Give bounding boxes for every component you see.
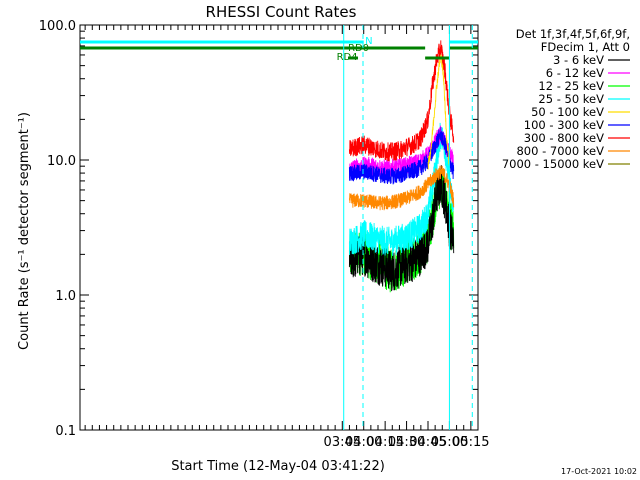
plot-area: 0.1 1.0 10.0 100.0 03:4504:0004:1504:3004:45… [39, 19, 490, 450]
y-tick-label: 0.1 [55, 424, 76, 439]
series-line [348, 165, 455, 292]
x-tick-label: 04:45 [409, 435, 446, 450]
series-line [427, 54, 450, 170]
legend-entry-label: 7000 - 15000 keV [502, 157, 604, 171]
legend-entry-label: 800 - 7000 keV [516, 144, 604, 158]
x-tick-label: 03:45 [324, 435, 361, 450]
y-tick-label: 1.0 [55, 289, 76, 304]
x-tick-label: 04:30 [388, 435, 425, 450]
x-tick-label: 05:15 [452, 435, 489, 450]
legend: Det 1f,3f,4f,5f,6f,9f,FDecim 1, Att 03 -… [502, 27, 630, 171]
series-line [348, 127, 455, 185]
vertical-lines [343, 25, 473, 430]
state-bar-label: RD0 [348, 43, 369, 54]
legend-entry-label: 3 - 6 keV [553, 53, 604, 67]
state-bar-label: N [365, 36, 372, 47]
state-bar-label: RD4 [337, 52, 358, 63]
x-tick-label: 04:00 [345, 435, 382, 450]
series-line [348, 122, 455, 257]
legend-entry-label: 100 - 300 keV [524, 118, 604, 132]
legend-entry-label: 300 - 800 keV [524, 131, 604, 145]
legend-header: Det 1f,3f,4f,5f,6f,9f, [516, 27, 630, 41]
y-tick-label: 100.0 [39, 19, 76, 34]
plot-frame [79, 24, 479, 431]
series-line [348, 165, 455, 211]
legend-header: FDecim 1, Att 0 [541, 40, 630, 54]
chart-title: RHESSI Count Rates [206, 3, 357, 21]
y-ticks [80, 24, 478, 431]
x-tick-label: 05:00 [431, 435, 468, 450]
legend-entry-label: 50 - 100 keV [531, 105, 604, 119]
x-ticks [84, 25, 479, 430]
series-group [348, 40, 455, 293]
legend-entry-label: 12 - 25 keV [538, 79, 604, 93]
legend-entry-label: 25 - 50 keV [538, 92, 604, 106]
x-axis-label: Start Time (12-May-04 03:41:22) [171, 459, 385, 474]
legend-entry-label: 6 - 12 keV [546, 66, 604, 80]
y-tick-label: 10.0 [47, 154, 76, 169]
x-tick-label: 04:15 [366, 435, 403, 450]
footer-date: 17-Oct-2021 10:02 [561, 467, 637, 476]
y-axis-label: Count Rate (s⁻¹ detector segment⁻¹) [17, 112, 32, 350]
